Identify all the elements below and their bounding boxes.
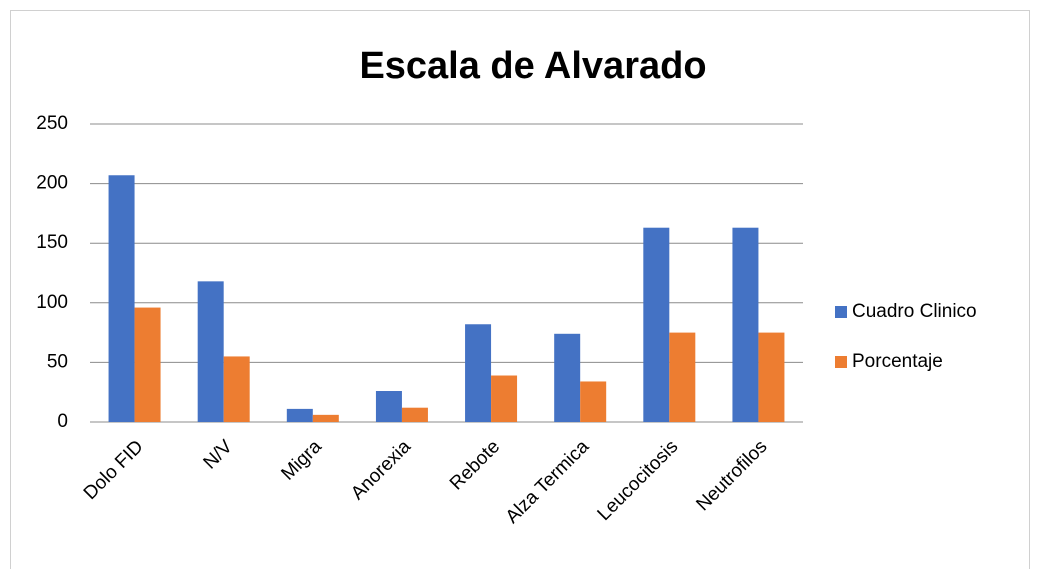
bar	[758, 332, 785, 422]
bar	[580, 381, 607, 422]
bar	[465, 324, 492, 422]
bar	[312, 414, 339, 422]
bar	[554, 333, 581, 422]
y-tick-label: 50	[47, 351, 68, 372]
bar	[197, 281, 224, 422]
x-tick-label: Rebote	[446, 436, 504, 494]
x-tick-label: Migra	[277, 436, 326, 485]
chart-title: Escala de Alvarado	[359, 45, 706, 87]
bar	[375, 391, 402, 422]
bar	[643, 227, 670, 422]
bar	[401, 407, 428, 422]
bar	[286, 408, 313, 422]
legend-swatch	[835, 306, 847, 318]
chart-border	[10, 10, 1030, 569]
legend-swatch	[835, 356, 847, 368]
bar	[134, 307, 161, 422]
x-tick-label: N/V	[200, 436, 237, 473]
y-tick-label: 100	[36, 292, 68, 313]
y-tick-label: 0	[57, 411, 68, 432]
legend-label: Cuadro Clinico	[852, 301, 977, 322]
x-tick-label: Leucocitosis	[594, 436, 683, 525]
legend-label: Porcentaje	[852, 351, 943, 372]
bar	[223, 356, 250, 422]
bar	[491, 375, 518, 422]
x-tick-label: Dolo FID	[80, 436, 148, 504]
bar	[732, 227, 759, 422]
x-tick-label: Anorexia	[347, 436, 415, 504]
x-tick-label: Neutrofilos	[692, 436, 771, 515]
bar	[108, 175, 135, 422]
x-tick-label: Alza Termica	[502, 436, 594, 528]
bar	[669, 332, 696, 422]
y-tick-label: 150	[36, 232, 68, 253]
y-tick-label: 200	[36, 173, 68, 194]
y-tick-label: 250	[36, 113, 68, 134]
